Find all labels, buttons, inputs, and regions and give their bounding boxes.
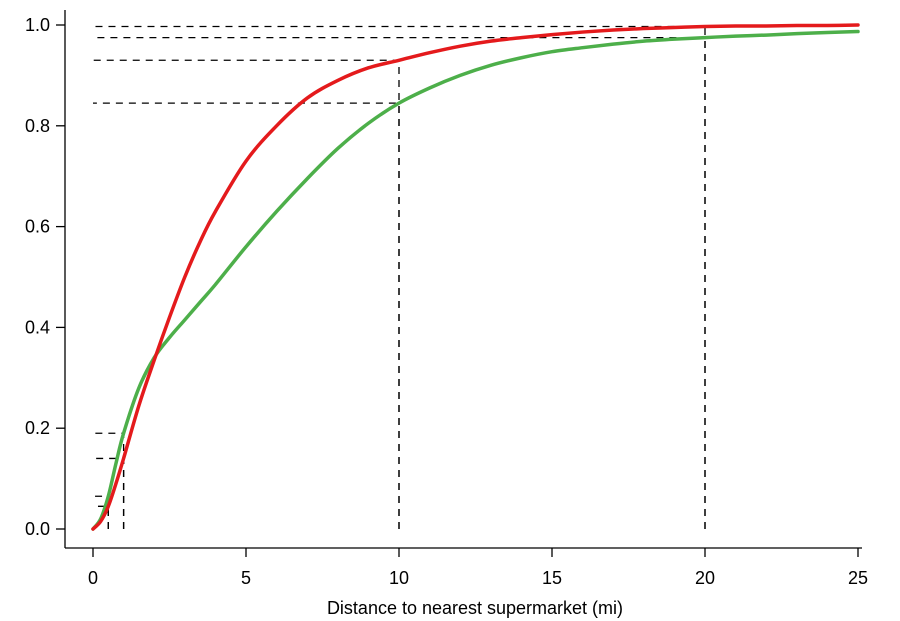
x-tick-label: 0 (88, 568, 98, 588)
reference-line (93, 505, 109, 529)
ticks: 0 5 10 15 20 25 0.0 0.2 0.4 0.6 0.8 1.0 (25, 15, 868, 588)
y-tick-label: 0.6 (25, 217, 50, 237)
x-tick-label: 15 (542, 568, 562, 588)
x-axis-title: Distance to nearest supermarket (mi) (327, 598, 623, 618)
x-tick-label: 20 (695, 568, 715, 588)
axes (64, 10, 862, 549)
y-tick-label: 0.4 (25, 317, 50, 337)
x-tick-label: 25 (848, 568, 868, 588)
y-tick-label: 0.8 (25, 116, 50, 136)
series-line-green (91, 29, 860, 531)
reference-line (93, 36, 706, 529)
x-tick-label: 5 (241, 568, 251, 588)
y-tick-label: 0.0 (25, 519, 50, 539)
x-tick-label: 10 (389, 568, 409, 588)
reference-line (93, 102, 400, 529)
y-tick-label: 1.0 (25, 15, 50, 35)
y-tick-label: 0.2 (25, 418, 50, 438)
reference-line (93, 25, 706, 529)
series-line-red (91, 23, 860, 531)
reference-line (93, 59, 400, 529)
series-layer (91, 23, 860, 531)
